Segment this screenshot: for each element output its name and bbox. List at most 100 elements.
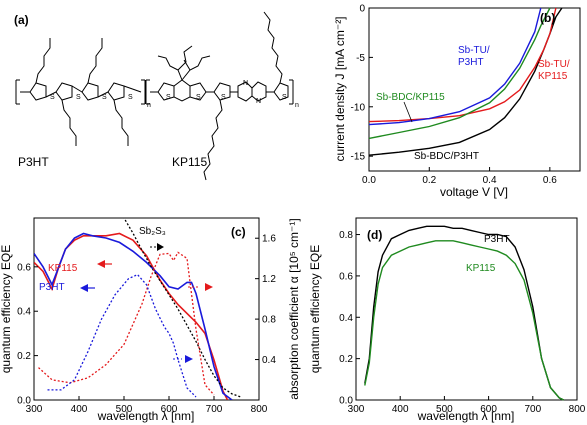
x-tick-label: 0.0 xyxy=(362,175,376,186)
series-sb2s3 xyxy=(123,218,242,398)
y-tick-label: 0.4 xyxy=(17,307,31,318)
kp115-lower-alkyl-chain xyxy=(203,99,223,181)
x-tick-label: 600 xyxy=(161,404,178,415)
x-tick-label: 400 xyxy=(71,404,88,415)
kp115-nitrogen-label-1: N xyxy=(243,80,248,87)
kp115-ring-7 xyxy=(273,82,289,101)
y-tick-label: -15 xyxy=(351,152,366,163)
panel-d-y-axis-label: quantum efficiency EQE xyxy=(308,245,322,374)
panel-d-frame xyxy=(355,217,578,401)
p3ht-left-bracket xyxy=(15,79,20,105)
p3ht-sulfur-label-4: S xyxy=(128,94,133,101)
kp115-right-bracket xyxy=(289,79,294,105)
right-y-tick-label: 0.4 xyxy=(262,355,276,366)
series-d-kp115 xyxy=(364,240,565,401)
kp115-ring-6 xyxy=(251,81,267,102)
panel-a-structures: (a) S S S S n P3HT xyxy=(14,11,299,181)
y-tick-label: -5 xyxy=(356,53,365,64)
sb2s3-right-arrow-icon xyxy=(157,243,164,251)
kp115-abs-right-arrow-icon xyxy=(205,283,213,291)
label-sb-tu-kp115: Sb-TU/ KP115 xyxy=(538,59,572,82)
kp115-sulfur-label-1: S xyxy=(166,94,171,101)
p3ht-right-bracket xyxy=(141,79,146,105)
label-sb-bdc-kp115-pointer xyxy=(403,101,413,123)
series-kp115 xyxy=(34,232,229,400)
y-tick-label: 0.0 xyxy=(17,396,31,407)
label-kp115-curve: KP115 xyxy=(48,263,78,274)
panel-c-eqe-absorption-chart: 300 400 500 600 700 800 0.0 0.2 0.4 0.6 0.4 0.8 1.2 1… xyxy=(0,217,301,423)
panel-c-x-axis-label: wavelength λ [nm] xyxy=(97,409,195,423)
thiophene-ring-3 xyxy=(81,82,99,101)
series-sb-bdc-kp115 xyxy=(368,7,551,140)
series-kp115-abs xyxy=(38,251,215,396)
series-p3ht xyxy=(34,232,233,400)
p3ht-structure-drawing xyxy=(15,38,146,146)
y-tick-label: 0 xyxy=(359,4,365,15)
y-tick-label: 0.6 xyxy=(17,262,31,273)
label-sb-tu-p3ht-line1: Sb-TU/ xyxy=(458,45,490,56)
y-tick-label: 0.6 xyxy=(339,271,353,282)
label-sb-tu-kp115-line1: Sb-TU/ xyxy=(538,59,570,70)
y-tick-label: -10 xyxy=(351,102,366,113)
x-tick-label: 500 xyxy=(116,404,133,415)
panel-d-x-axis-label: wavelength λ [nm] xyxy=(417,409,515,423)
x-tick-label: 500 xyxy=(436,404,453,415)
p3ht-sulfur-label-1: S xyxy=(50,94,55,101)
series-p3ht-abs xyxy=(47,273,197,398)
kp115-left-arrow-icon xyxy=(97,260,105,268)
panel-a-label: (a) xyxy=(14,13,29,27)
x-tick-label: 0.6 xyxy=(543,175,557,186)
right-y-tick-label: 0.8 xyxy=(262,315,276,326)
y-tick-label: 0.4 xyxy=(339,313,353,324)
right-y-tick-label: 1.6 xyxy=(262,234,276,245)
hexyl-chain-1 xyxy=(35,38,51,84)
x-tick-label: 800 xyxy=(251,404,268,415)
p3ht-sulfur-label-2: S xyxy=(76,94,81,101)
thiophene-ring-2 xyxy=(55,82,73,101)
panel-c-right-axis-label: absorption coefficient α [10⁵ cm⁻¹] xyxy=(287,218,301,399)
kp115-repeat-subscript: n xyxy=(295,102,299,109)
x-tick-label: 400 xyxy=(392,404,409,415)
kp115-sulfur-label-4: S xyxy=(282,94,287,101)
label-sb-bdc-p3ht: Sb-BDC/P3HT xyxy=(414,151,479,162)
label-sb-bdc-kp115: Sb-BDC/KP115 xyxy=(376,92,445,103)
label-sb-tu-p3ht: Sb-TU/ P3HT xyxy=(458,45,492,68)
label-sb-tu-p3ht-line2: P3HT xyxy=(458,57,484,68)
panel-b-x-axis-label: voltage V [V] xyxy=(440,185,508,199)
x-tick-label: 700 xyxy=(524,404,541,415)
series-sb-tu-p3ht xyxy=(368,7,542,126)
panel-c-arrows xyxy=(80,243,213,363)
hexyl-chain-4 xyxy=(113,99,129,146)
p3ht-left-arrow-icon xyxy=(80,284,88,292)
x-tick-label: 0.2 xyxy=(422,175,436,186)
kp115-ring-2 xyxy=(173,79,191,102)
label-sb-tu-kp115-line2: KP115 xyxy=(538,71,568,82)
panel-c-label: (c) xyxy=(231,225,246,239)
x-tick-label: 300 xyxy=(348,404,365,415)
x-tick-label: 700 xyxy=(206,404,223,415)
y-tick-label: 0.2 xyxy=(17,351,31,362)
x-tick-label: 800 xyxy=(569,404,586,415)
label-p3ht-curve: P3HT xyxy=(39,282,65,293)
kp115-upper-alkyl-chain xyxy=(263,11,283,84)
kp115-sulfur-label-3: S xyxy=(221,94,226,101)
x-tick-label: 300 xyxy=(26,404,43,415)
right-y-tick-label: 1.2 xyxy=(262,274,276,285)
panel-c-frame xyxy=(33,217,260,401)
panel-b-jv-chart: 0.0 0.2 0.4 0.60-5-10-15 (b) voltage V [V] … xyxy=(333,4,581,199)
kp115-sulfur-label-2: S xyxy=(196,94,201,101)
y-tick-label: 0.0 xyxy=(339,396,353,407)
series-d-p3ht xyxy=(364,225,565,401)
p3ht-sulfur-label-3: S xyxy=(102,94,107,101)
label-kp115-eqe: KP115 xyxy=(466,263,496,274)
x-tick-label: 600 xyxy=(480,404,497,415)
hexyl-chain-2 xyxy=(61,99,77,146)
hexyl-chain-3 xyxy=(87,38,103,84)
panel-b-frame xyxy=(368,7,581,172)
panel-d-label: (d) xyxy=(367,228,382,242)
panel-b-y-axis-label: current density J [mA cm⁻²] xyxy=(333,16,347,161)
p3ht-abs-right-arrow-icon xyxy=(185,355,193,363)
thiophene-ring-1 xyxy=(29,82,47,101)
kp115-nitrogen-label-2: N xyxy=(256,98,261,105)
